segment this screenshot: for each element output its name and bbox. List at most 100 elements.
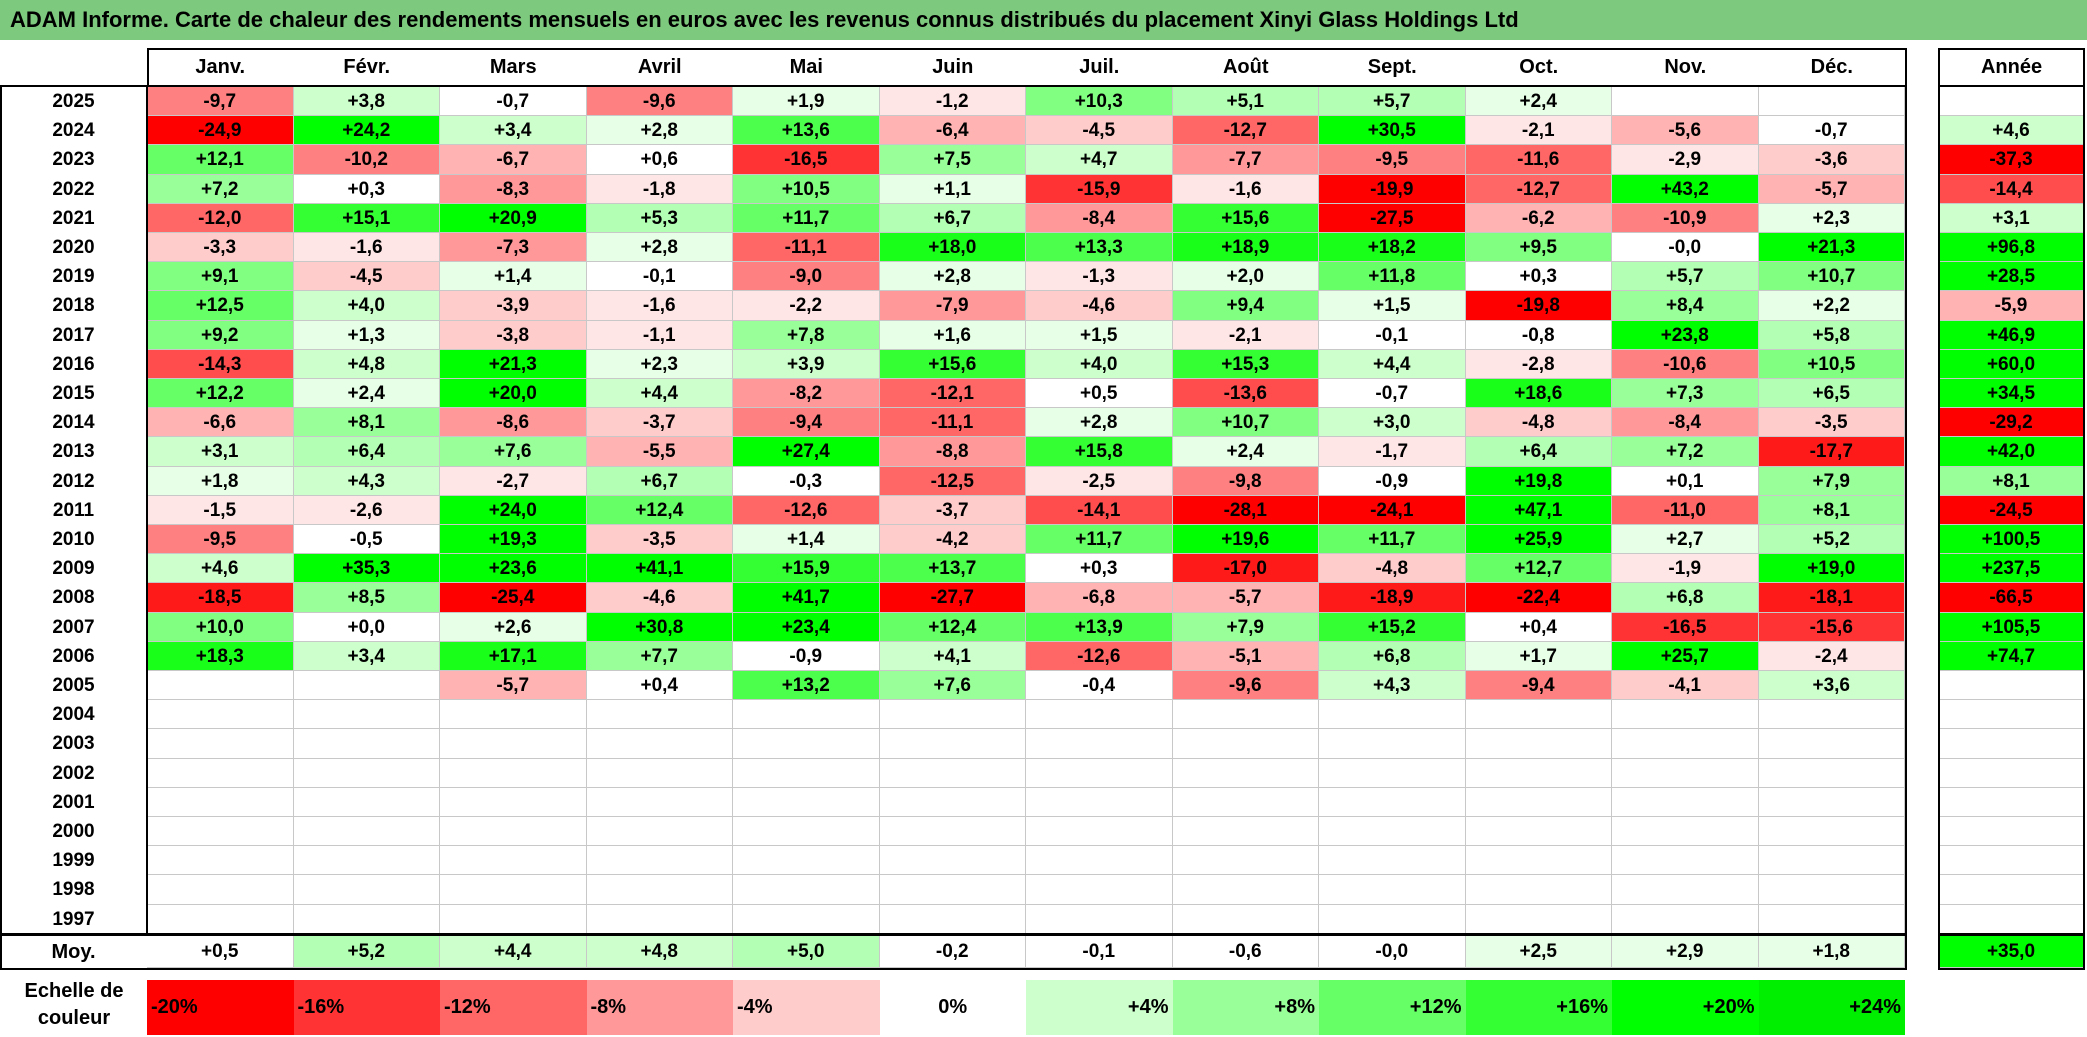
month-value-cell	[147, 729, 294, 759]
month-value-cell: +6,5	[1758, 379, 1905, 409]
month-value-cell	[440, 729, 587, 759]
month-value-cell	[733, 729, 880, 759]
month-value-cell: -13,6	[1172, 379, 1319, 409]
month-value-cell	[147, 700, 294, 730]
month-value-cell: -3,3	[147, 233, 294, 263]
year-label: 2013	[52, 441, 95, 463]
month-value-cell: +13,6	[733, 116, 880, 146]
annual-value-cell: +237,5	[1939, 554, 2084, 584]
month-value-cell: -4,6	[1026, 291, 1173, 321]
month-value-cell: +2,3	[586, 349, 733, 379]
month-value-cell: -1,6	[586, 291, 733, 321]
month-value-cell	[1465, 787, 1612, 817]
average-value-cell: +5,2	[293, 936, 440, 968]
month-value-cell	[586, 787, 733, 817]
month-value-cell: -17,7	[1758, 437, 1905, 467]
year-label: 2016	[52, 353, 95, 375]
month-value-cell: -5,7	[1758, 174, 1905, 204]
color-scale-step: -4%	[733, 980, 880, 1035]
month-value-cell	[147, 904, 294, 934]
month-value-cell: -3,7	[879, 495, 1026, 525]
month-value-cell: -22,4	[1465, 583, 1612, 613]
annual-value-cell: +4,6	[1939, 116, 2084, 146]
month-value-cell: +7,3	[1612, 379, 1759, 409]
month-value-cell: +2,8	[586, 116, 733, 146]
month-value-cell: +11,7	[1319, 525, 1466, 555]
month-value-cell: -14,3	[147, 349, 294, 379]
average-value-cell: +2,5	[1465, 936, 1612, 968]
month-value-cell	[586, 875, 733, 905]
month-value-cell: +15,6	[1172, 203, 1319, 233]
month-value-cell: +7,6	[879, 671, 1026, 701]
month-value-cell: +9,1	[147, 262, 294, 292]
month-value-cell: +20,0	[440, 379, 587, 409]
month-value-cell: +21,3	[440, 349, 587, 379]
month-value-cell: -6,8	[1026, 583, 1173, 613]
month-value-cell	[1319, 846, 1466, 876]
month-value-cell: -18,5	[147, 583, 294, 613]
month-value-cell: +24,0	[440, 495, 587, 525]
month-value-cell: +13,9	[1026, 612, 1173, 642]
month-value-cell: -4,1	[1612, 671, 1759, 701]
month-value-cell: +6,7	[586, 466, 733, 496]
month-value-cell: -27,5	[1319, 203, 1466, 233]
month-value-cell: -4,5	[1026, 116, 1173, 146]
month-value-cell: -0,9	[733, 641, 880, 671]
month-value-cell	[1612, 729, 1759, 759]
month-value-cell: +5,2	[1758, 525, 1905, 555]
month-value-cell: +18,6	[1465, 379, 1612, 409]
color-scale-step: +12%	[1319, 980, 1466, 1035]
month-value-cell	[1026, 846, 1173, 876]
month-value-cell: +12,5	[147, 291, 294, 321]
month-value-cell: +2,3	[1758, 203, 1905, 233]
month-header: Juin	[932, 56, 974, 78]
month-value-cell	[1172, 700, 1319, 730]
month-value-cell	[1758, 758, 1905, 788]
month-value-cell	[1319, 904, 1466, 934]
month-value-cell: +12,4	[879, 612, 1026, 642]
month-value-cell	[440, 846, 587, 876]
month-value-cell	[879, 729, 1026, 759]
month-value-cell: +41,1	[586, 554, 733, 584]
month-header: Mars	[489, 56, 537, 78]
month-value-cell: +7,8	[733, 320, 880, 350]
month-value-cell: -9,7	[147, 87, 294, 117]
month-value-cell: -3,9	[440, 291, 587, 321]
month-value-cell: +6,8	[1612, 583, 1759, 613]
annual-value-cell: +28,5	[1939, 262, 2084, 292]
month-value-cell: -8,6	[440, 408, 587, 438]
average-value-cell: +0,5	[147, 936, 294, 968]
month-header: Juil.	[1079, 56, 1120, 78]
month-value-cell: -11,1	[879, 408, 1026, 438]
month-value-cell	[733, 875, 880, 905]
year-label: 2010	[52, 529, 95, 550]
month-value-cell: -5,6	[1612, 116, 1759, 146]
month-value-cell: +43,2	[1612, 174, 1759, 204]
color-scale-step: -12%	[440, 980, 587, 1035]
month-value-cell: +13,7	[879, 554, 1026, 584]
year-label: 2009	[52, 558, 95, 580]
year-label: 2015	[52, 383, 95, 404]
month-value-cell: -5,7	[440, 671, 587, 701]
month-value-cell: +3,9	[733, 349, 880, 379]
month-value-cell: -0,7	[1758, 116, 1905, 146]
color-scale-step: 0%	[879, 980, 1026, 1035]
month-value-cell: +4,3	[1319, 671, 1466, 701]
month-value-cell: -2,1	[1465, 116, 1612, 146]
month-value-cell: -8,8	[879, 437, 1026, 467]
month-value-cell: -1,9	[1612, 554, 1759, 584]
month-value-cell: +1,7	[1465, 641, 1612, 671]
month-value-cell: -5,5	[586, 437, 733, 467]
month-value-cell	[1026, 875, 1173, 905]
month-value-cell	[147, 671, 294, 701]
annual-value-cell	[1939, 904, 2084, 934]
month-value-cell: -28,1	[1172, 495, 1319, 525]
month-value-cell: -0,5	[293, 525, 440, 555]
month-value-cell: +15,1	[293, 203, 440, 233]
month-value-cell	[879, 817, 1026, 847]
month-value-cell: +6,4	[1465, 437, 1612, 467]
month-value-cell: +23,6	[440, 554, 587, 584]
month-value-cell: +8,1	[293, 408, 440, 438]
month-value-cell: -2,7	[440, 466, 587, 496]
month-value-cell: +15,9	[733, 554, 880, 584]
